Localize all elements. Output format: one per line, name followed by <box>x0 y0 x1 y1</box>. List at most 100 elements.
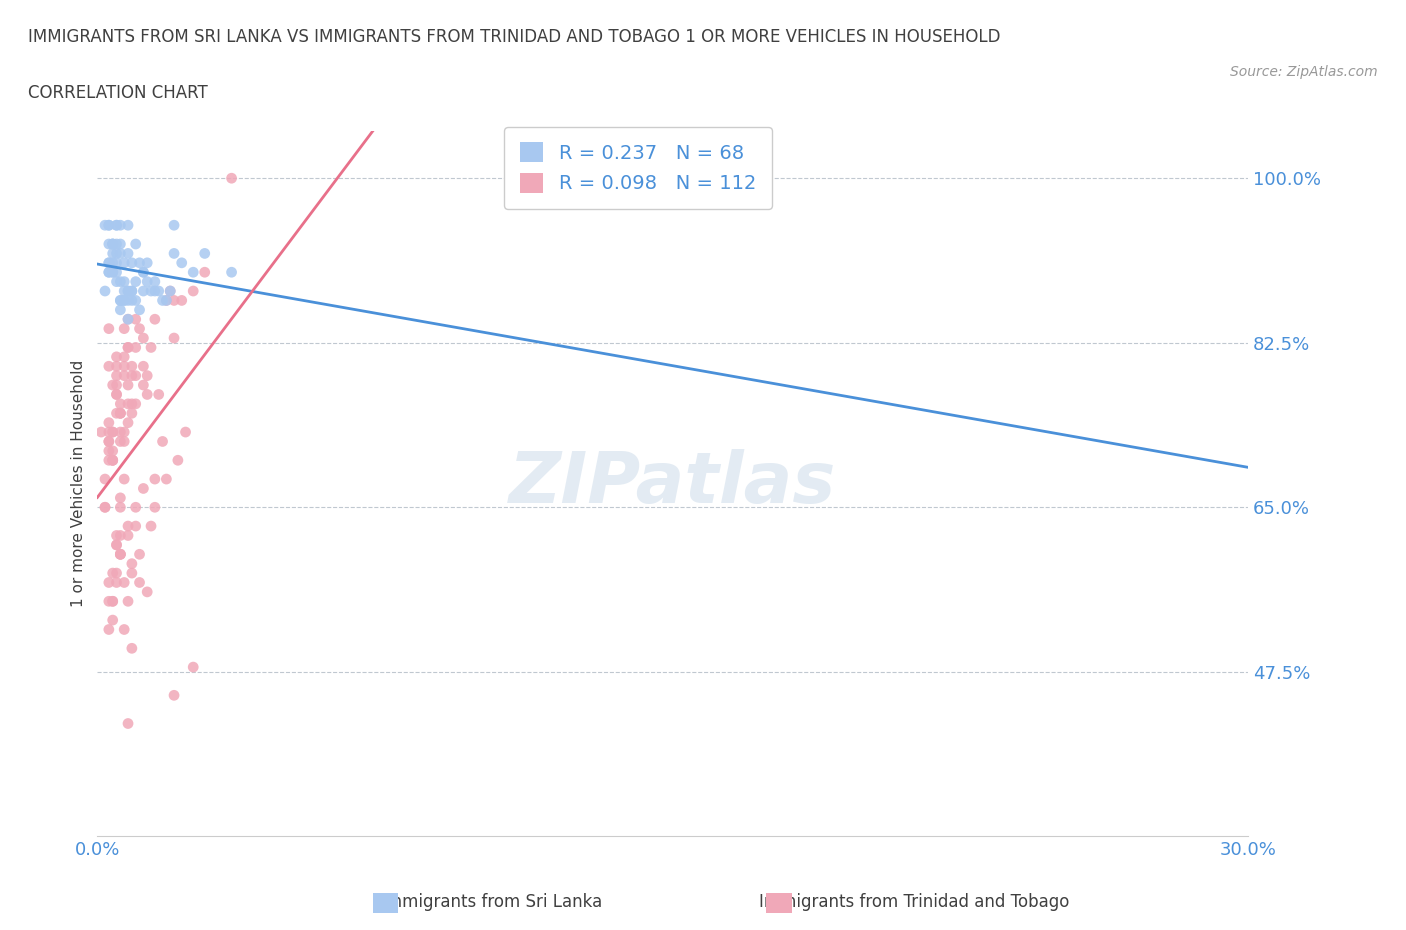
Point <box>181 265 204 280</box>
Point <box>110 302 132 317</box>
Y-axis label: 1 or more Vehicles in Household: 1 or more Vehicles in Household <box>72 360 86 607</box>
Point <box>101 256 124 271</box>
Point <box>132 265 155 280</box>
Point <box>117 312 139 326</box>
Point <box>105 538 128 552</box>
Point <box>170 256 193 271</box>
Point <box>117 284 139 299</box>
Point <box>105 387 128 402</box>
Point <box>143 312 166 326</box>
Point <box>105 218 128 232</box>
Point <box>112 434 135 449</box>
Point <box>221 171 243 186</box>
Point <box>152 293 174 308</box>
Point <box>97 444 120 458</box>
Point <box>155 293 177 308</box>
Point <box>97 321 120 336</box>
Text: Immigrants from Trinidad and Tobago: Immigrants from Trinidad and Tobago <box>759 894 1069 911</box>
Point <box>139 519 162 534</box>
Point <box>112 575 135 590</box>
Point <box>136 368 159 383</box>
Point <box>121 641 143 656</box>
Point <box>97 415 120 430</box>
Point <box>101 236 124 251</box>
Point <box>117 378 139 392</box>
Point <box>112 472 135 486</box>
Point <box>110 246 132 260</box>
Point <box>101 265 124 280</box>
Point <box>221 265 243 280</box>
Point <box>139 340 162 355</box>
Point <box>163 293 186 308</box>
Point <box>105 538 128 552</box>
Point <box>132 330 155 345</box>
Point <box>136 274 159 289</box>
Point <box>112 256 135 271</box>
Point <box>121 565 143 580</box>
Point <box>143 284 166 299</box>
Point <box>105 256 128 271</box>
Point <box>101 594 124 609</box>
Point <box>101 453 124 468</box>
Point <box>125 368 148 383</box>
Point <box>110 434 132 449</box>
Point <box>112 293 135 308</box>
Point <box>105 528 128 543</box>
Text: ZIPatlas: ZIPatlas <box>509 449 837 518</box>
Point <box>110 499 132 514</box>
Point <box>97 575 120 590</box>
Point <box>94 499 117 514</box>
Point <box>101 265 124 280</box>
Point <box>101 246 124 260</box>
Point <box>110 293 132 308</box>
Point <box>101 444 124 458</box>
Point <box>105 378 128 392</box>
Point <box>148 284 170 299</box>
Point <box>132 378 155 392</box>
Point <box>110 218 132 232</box>
Point <box>117 284 139 299</box>
Point <box>101 453 124 468</box>
Point <box>121 405 143 420</box>
Point <box>97 434 120 449</box>
Point <box>125 499 148 514</box>
Point <box>163 330 186 345</box>
Point <box>110 528 132 543</box>
Point <box>110 425 132 440</box>
Point <box>112 274 135 289</box>
Point <box>132 265 155 280</box>
Legend: R = 0.237   N = 68, R = 0.098   N = 112: R = 0.237 N = 68, R = 0.098 N = 112 <box>505 126 772 208</box>
Point <box>148 387 170 402</box>
Point <box>110 274 132 289</box>
Point <box>159 284 181 299</box>
Point <box>105 368 128 383</box>
Point <box>117 396 139 411</box>
Point <box>128 575 150 590</box>
Point <box>125 274 148 289</box>
Point <box>194 265 217 280</box>
Text: Source: ZipAtlas.com: Source: ZipAtlas.com <box>1230 65 1378 79</box>
Point <box>121 284 143 299</box>
Point <box>101 453 124 468</box>
Point <box>101 425 124 440</box>
Point <box>117 218 139 232</box>
Point <box>121 293 143 308</box>
Point <box>101 425 124 440</box>
Point <box>136 256 159 271</box>
Text: IMMIGRANTS FROM SRI LANKA VS IMMIGRANTS FROM TRINIDAD AND TOBAGO 1 OR MORE VEHIC: IMMIGRANTS FROM SRI LANKA VS IMMIGRANTS … <box>28 28 1001 46</box>
Point <box>105 265 128 280</box>
Point <box>163 246 186 260</box>
Point <box>121 359 143 374</box>
Point <box>97 359 120 374</box>
Point <box>132 359 155 374</box>
Point <box>139 284 162 299</box>
Point <box>128 302 150 317</box>
Point <box>181 284 204 299</box>
Point <box>117 246 139 260</box>
Point <box>125 519 148 534</box>
Point <box>105 387 128 402</box>
Point <box>101 378 124 392</box>
Point <box>117 716 139 731</box>
Point <box>105 359 128 374</box>
Point <box>117 312 139 326</box>
